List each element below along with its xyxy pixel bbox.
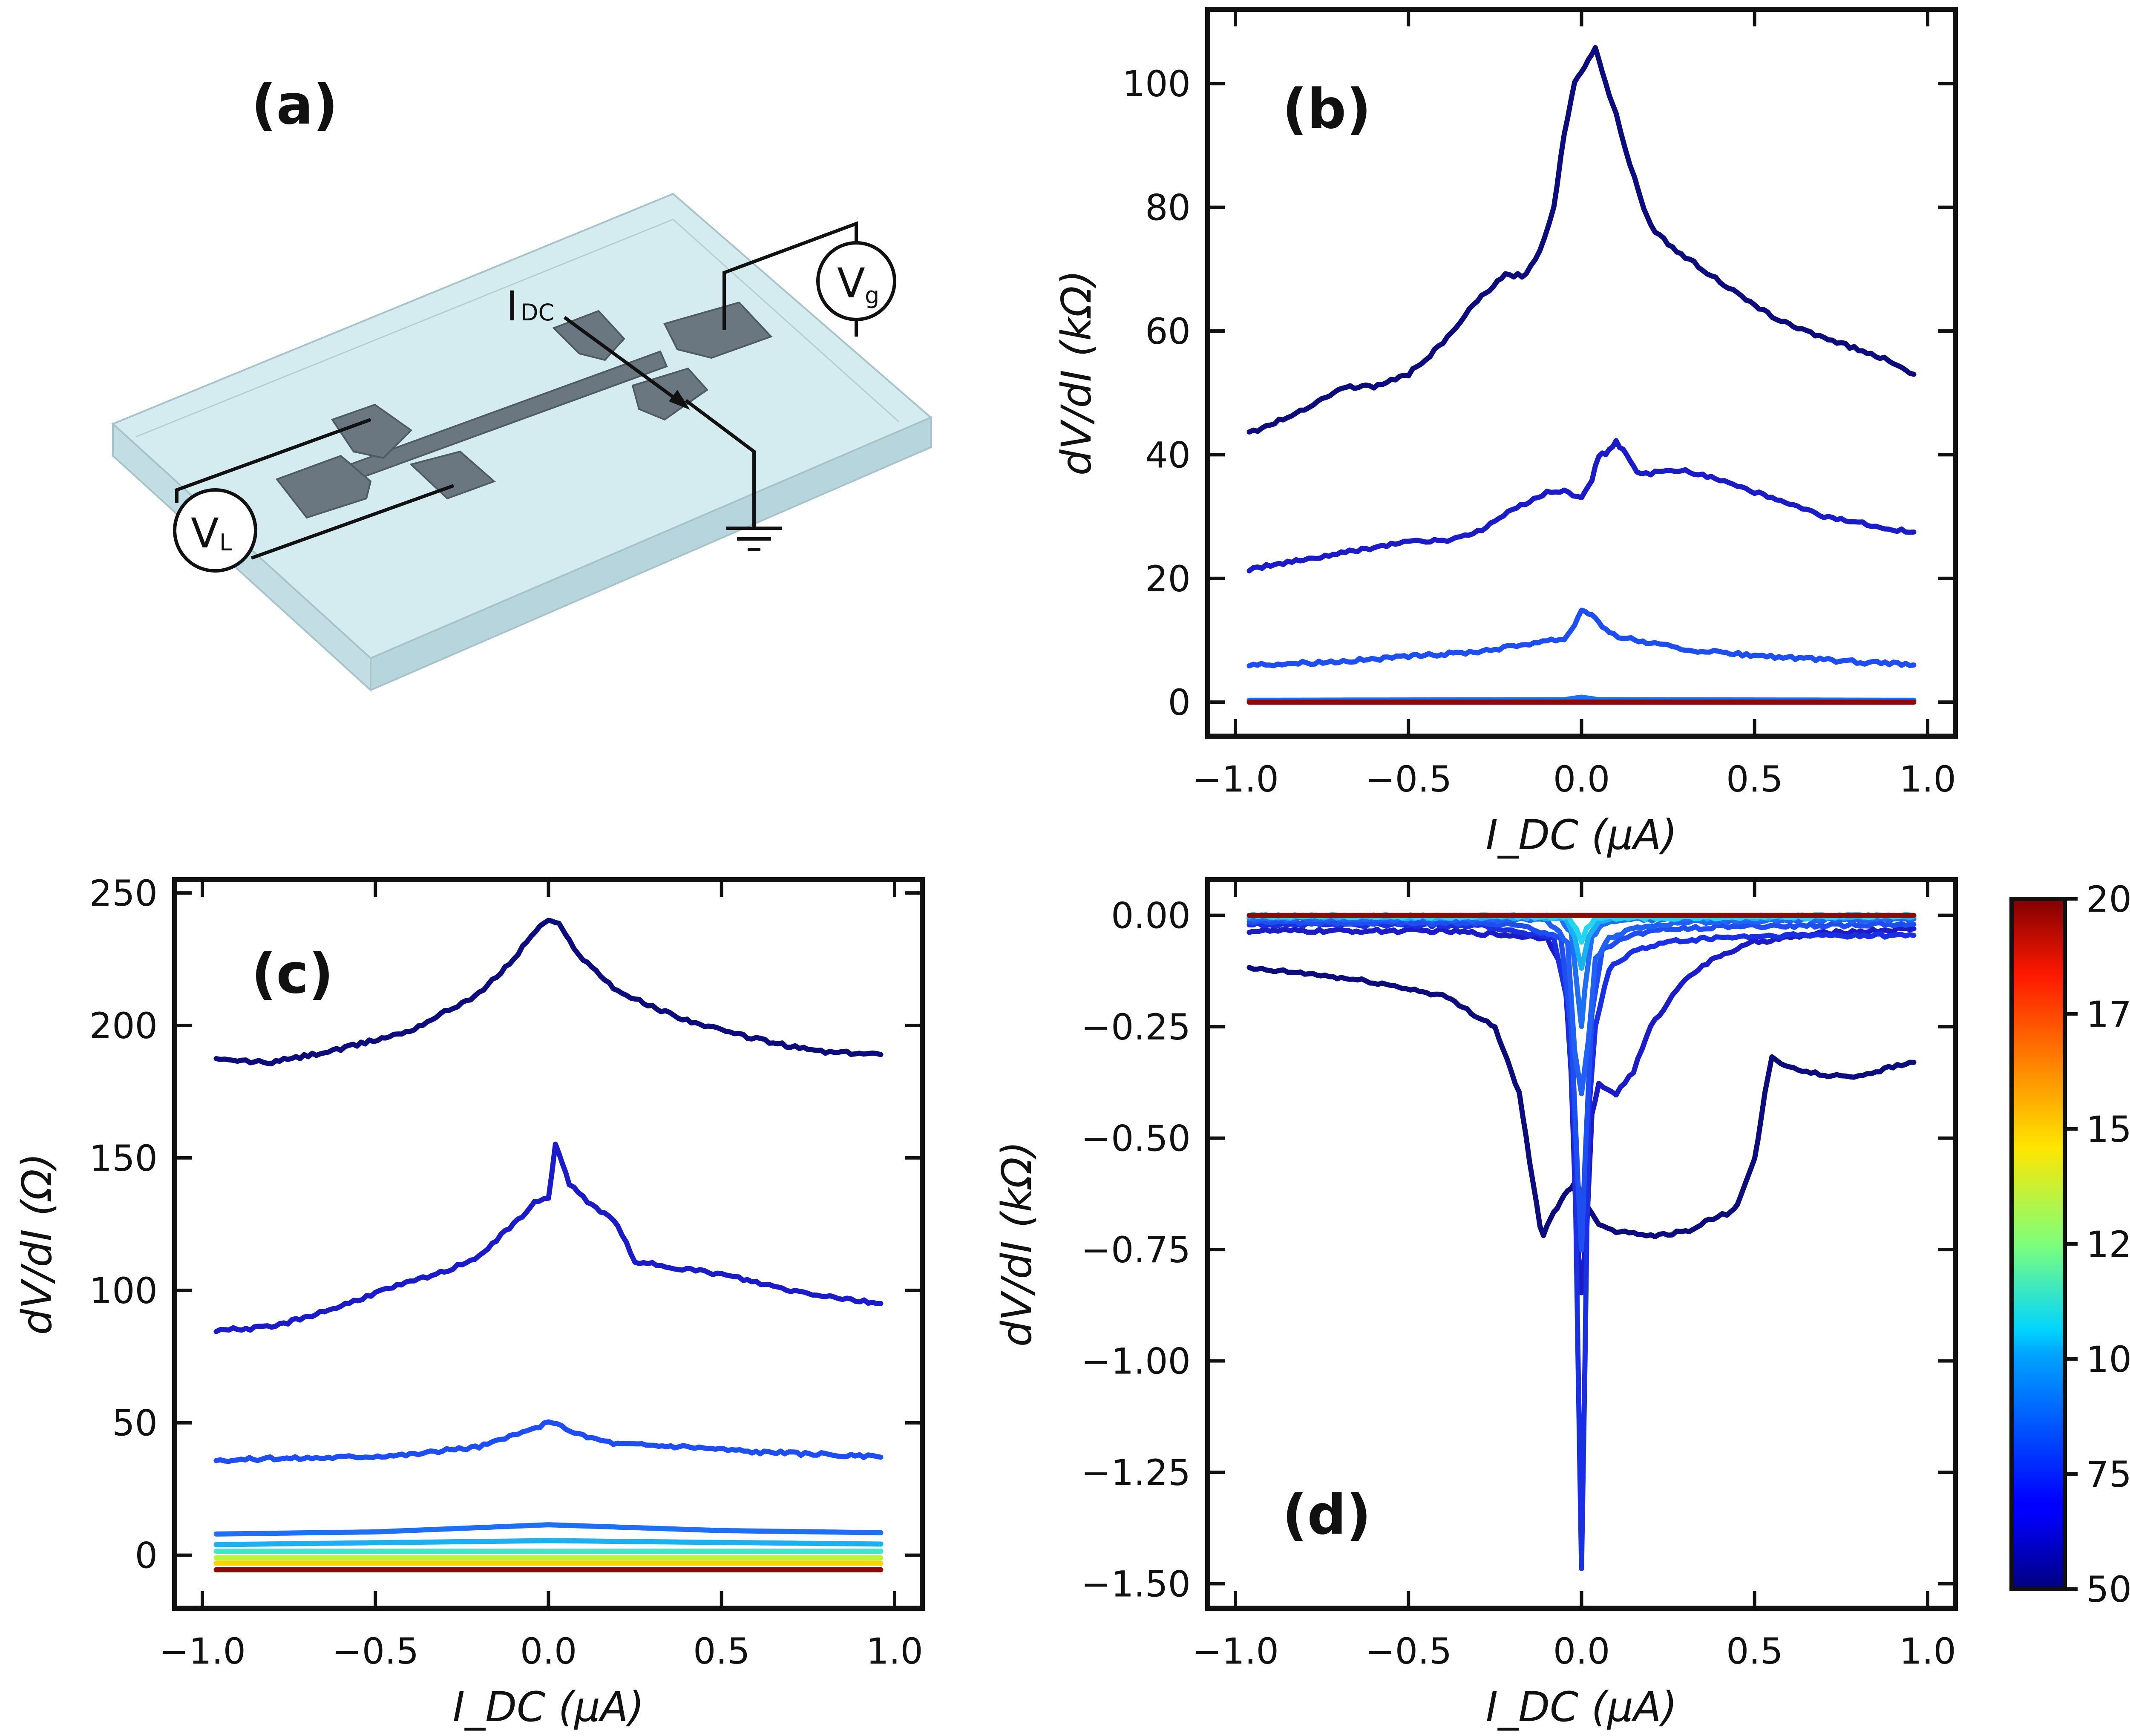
wiring bbox=[175, 221, 858, 560]
panel-c-xlabel: I_DC (µA) bbox=[453, 1683, 644, 1731]
panel-a-label: (a) bbox=[251, 73, 338, 137]
y-tick-label: 150 bbox=[89, 1137, 158, 1179]
y-tick-label: 0 bbox=[135, 1535, 158, 1577]
substrate-slab bbox=[111, 193, 933, 692]
contact-pad-left-lower bbox=[409, 450, 496, 500]
x-tick-label: 1.0 bbox=[866, 1630, 923, 1672]
y-tick-label: 100 bbox=[89, 1270, 158, 1312]
y-tick-label: 80 bbox=[1145, 187, 1191, 229]
wire-idc-arrow bbox=[563, 316, 685, 406]
contact-pad-right-end bbox=[663, 301, 773, 359]
panel-c-series bbox=[213, 918, 884, 1572]
panel-d-series-line bbox=[1246, 918, 1917, 1252]
panel-c-chart: −1.0 −0.5 0.0 0.5 1.0 0 50 100 150 200 250 (c) I_DC … bbox=[13, 872, 925, 1731]
y-tick-label: 20 bbox=[1145, 558, 1191, 600]
y-tick-label: −0.25 bbox=[1081, 1006, 1191, 1048]
panel-c-series-line bbox=[213, 1522, 884, 1537]
panel-b-xlabel: I_DC (µA) bbox=[1486, 811, 1677, 859]
colorbar-tick-label: 125 bbox=[2086, 1224, 2130, 1265]
substrate-top-face bbox=[111, 193, 933, 659]
panel-c-ylabel: dV/dI (Ω) bbox=[13, 1153, 61, 1335]
wire-vl-bottom bbox=[250, 484, 455, 560]
idc-label: I DC bbox=[506, 282, 554, 330]
y-tick-label: 0 bbox=[1168, 682, 1191, 723]
panel-d-chart: −1.0 −0.5 0.0 0.5 1.0 0.00 −0.25 −0.50 −0.75 −1.0… bbox=[993, 877, 1958, 1731]
panel-c-ticks: −1.0 −0.5 0.0 0.5 1.0 0 50 100 150 200 250 bbox=[89, 872, 923, 1672]
panel-b-label: (b) bbox=[1282, 78, 1371, 141]
panel-b-series-line bbox=[1246, 438, 1917, 573]
contact-pad-left-bottom bbox=[275, 455, 372, 519]
idc-letter: I bbox=[506, 282, 518, 330]
panel-c-label: (c) bbox=[251, 942, 334, 1006]
substrate-inner-edge bbox=[136, 219, 900, 438]
colorbar: V g 5075100125150175200 bbox=[2009, 878, 2130, 1610]
y-tick-label: 50 bbox=[112, 1402, 158, 1444]
wire-ground bbox=[685, 399, 756, 528]
substrate-side-face bbox=[370, 416, 932, 692]
panel-c-series-line bbox=[213, 918, 884, 1067]
x-tick-label: −0.5 bbox=[332, 1630, 419, 1672]
y-tick-label: 250 bbox=[89, 872, 158, 914]
panel-d-xlabel: I_DC (µA) bbox=[1486, 1683, 1677, 1731]
vg-meter: V g bbox=[816, 241, 896, 321]
y-tick-label: −1.00 bbox=[1081, 1341, 1191, 1382]
vg-meter-circle bbox=[816, 241, 896, 321]
colorbar-tick-label: 200 bbox=[2086, 878, 2130, 920]
colorbar-gradient bbox=[2009, 897, 2067, 1591]
wire-vl-top bbox=[175, 418, 371, 503]
panel-a-schematic: (a) bbox=[111, 73, 933, 692]
panel-c-series-line bbox=[213, 1538, 884, 1547]
panel-b-ylabel: dV/dI (kΩ) bbox=[1053, 270, 1100, 476]
panel-b-series-line bbox=[1246, 45, 1917, 435]
y-tick-label: 100 bbox=[1123, 63, 1191, 105]
y-tick-label: −0.75 bbox=[1081, 1229, 1191, 1271]
contact-pad-left-top bbox=[331, 403, 413, 459]
colorbar-tick-label: 150 bbox=[2086, 1108, 2130, 1150]
idc-arrow-head bbox=[669, 390, 690, 410]
x-tick-label: −1.0 bbox=[1192, 1630, 1279, 1672]
x-tick-label: −1.0 bbox=[159, 1630, 246, 1672]
colorbar-tick-label: 175 bbox=[2086, 993, 2130, 1035]
panel-b-series-line bbox=[1246, 607, 1917, 668]
panel-d-label: (d) bbox=[1282, 1483, 1371, 1547]
x-tick-label: 0.5 bbox=[1726, 1630, 1783, 1672]
x-tick-label: −0.5 bbox=[1365, 758, 1452, 800]
panel-d-ticks: −1.0 −0.5 0.0 0.5 1.0 0.00 −0.25 −0.50 −0.75 −1.0… bbox=[1081, 880, 1956, 1672]
vl-letter: V bbox=[191, 510, 219, 557]
x-tick-label: 0.0 bbox=[1553, 758, 1610, 800]
y-tick-label: 200 bbox=[89, 1005, 158, 1047]
panel-b-ticks: −1.0 −0.5 0.0 0.5 1.0 0 20 40 60 80 100 bbox=[1123, 9, 1956, 800]
x-tick-label: 0.5 bbox=[1726, 758, 1783, 800]
y-tick-label: −0.50 bbox=[1081, 1118, 1191, 1160]
y-tick-label: −1.50 bbox=[1081, 1563, 1191, 1605]
panel-d-ylabel: dV/dI (kΩ) bbox=[993, 1141, 1041, 1347]
y-tick-label: 0.00 bbox=[1111, 895, 1191, 937]
vg-subscript: g bbox=[865, 282, 879, 309]
wire-vg-top bbox=[722, 221, 858, 330]
y-tick-label: −1.25 bbox=[1081, 1452, 1191, 1494]
vl-meter: V L bbox=[173, 488, 257, 573]
panel-c-series-line bbox=[213, 1141, 884, 1334]
panel-b-chart: −1.0 −0.5 0.0 0.5 1.0 0 20 40 60 80 100 (b) I_DC (µA… bbox=[1053, 7, 1958, 859]
y-tick-label: 60 bbox=[1145, 311, 1191, 352]
x-tick-label: 0.5 bbox=[693, 1630, 750, 1672]
colorbar-tick-label: 75 bbox=[2086, 1454, 2130, 1495]
panel-b-series bbox=[1246, 45, 1917, 705]
x-tick-label: −0.5 bbox=[1365, 1630, 1452, 1672]
panel-c-series-line bbox=[213, 1419, 884, 1464]
idc-subscript: DC bbox=[521, 299, 554, 326]
vg-letter: V bbox=[837, 259, 865, 307]
x-tick-label: 1.0 bbox=[1899, 1630, 1956, 1672]
x-tick-label: 0.0 bbox=[1553, 1630, 1610, 1672]
colorbar-tick-label: 100 bbox=[2086, 1339, 2130, 1380]
x-tick-label: −1.0 bbox=[1192, 758, 1279, 800]
panel-d-series bbox=[1246, 912, 1917, 1572]
x-tick-label: 0.0 bbox=[520, 1630, 577, 1672]
vl-meter-circle bbox=[173, 488, 257, 573]
vl-subscript: L bbox=[219, 529, 232, 556]
y-tick-label: 40 bbox=[1145, 434, 1191, 476]
colorbar-tick-label: 50 bbox=[2086, 1569, 2130, 1610]
x-tick-label: 1.0 bbox=[1899, 758, 1956, 800]
